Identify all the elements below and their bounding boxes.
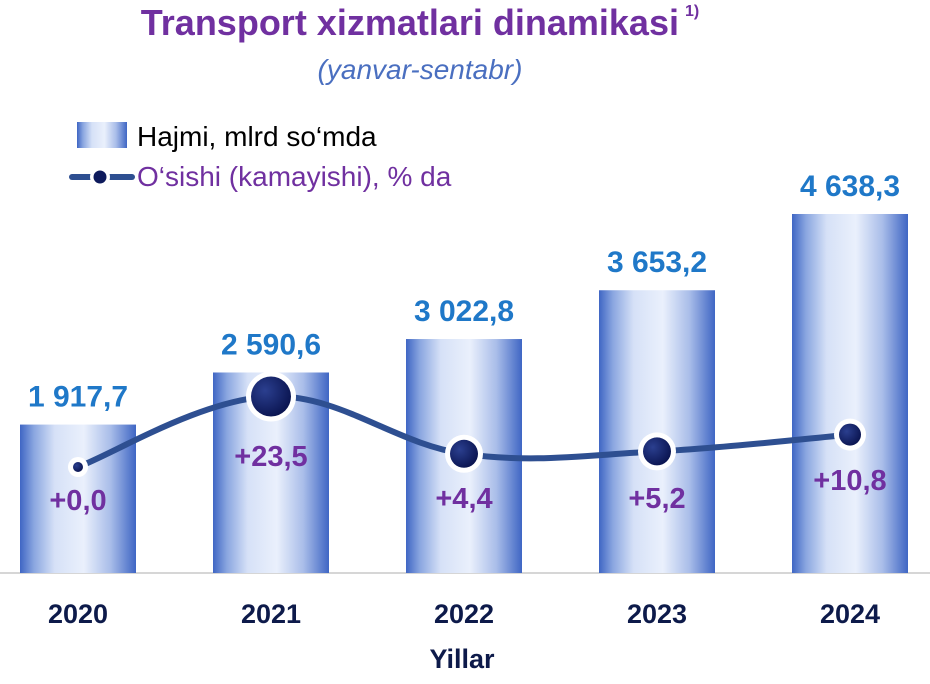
growth-value-label-2023: +5,2 bbox=[628, 483, 685, 515]
title-footnote: 1) bbox=[684, 3, 700, 20]
chart-title: Transport xizmatlari dinamikasi 1) bbox=[140, 2, 700, 43]
x-tick-label-2024: 2024 bbox=[820, 599, 880, 629]
growth-value-label-2020: +0,0 bbox=[49, 485, 106, 517]
x-tick-label-2022: 2022 bbox=[434, 599, 494, 629]
legend-bar-swatch bbox=[77, 122, 127, 148]
bar-2023 bbox=[599, 290, 715, 573]
bar-value-label-2023: 3 653,2 bbox=[607, 246, 707, 279]
x-tick-label-2021: 2021 bbox=[241, 599, 301, 629]
growth-point-2023 bbox=[643, 437, 671, 466]
growth-value-label-2021: +23,5 bbox=[234, 441, 307, 473]
growth-point-2021 bbox=[251, 376, 291, 417]
x-tick-label-2020: 2020 bbox=[48, 599, 108, 629]
bar-2024 bbox=[792, 213, 908, 573]
growth-value-label-2022: +4,4 bbox=[435, 483, 492, 515]
x-axis-title: Yillar bbox=[429, 644, 495, 674]
legend-line-marker-dot bbox=[93, 170, 107, 184]
x-tick-label-2023: 2023 bbox=[627, 599, 687, 629]
growth-value-label-2024: +10,8 bbox=[813, 465, 886, 497]
bar-value-label-2024: 4 638,3 bbox=[800, 170, 900, 203]
bar-value-label-2022: 3 022,8 bbox=[414, 295, 514, 328]
legend-line-label: O‘sishi (kamayishi), % da bbox=[137, 161, 452, 192]
legend: Hajmi, mlrd so‘mda O‘sishi (kamayishi), … bbox=[69, 121, 452, 192]
bar-value-label-2021: 2 590,6 bbox=[221, 328, 321, 361]
chart-subtitle: (yanvar-sentabr) bbox=[317, 54, 523, 85]
legend-bar-label: Hajmi, mlrd so‘mda bbox=[137, 121, 377, 152]
growth-point-2024 bbox=[839, 423, 861, 446]
bar-value-label-2020: 1 917,7 bbox=[28, 381, 128, 414]
growth-point-2022 bbox=[450, 439, 478, 468]
growth-point-2020 bbox=[73, 462, 83, 472]
